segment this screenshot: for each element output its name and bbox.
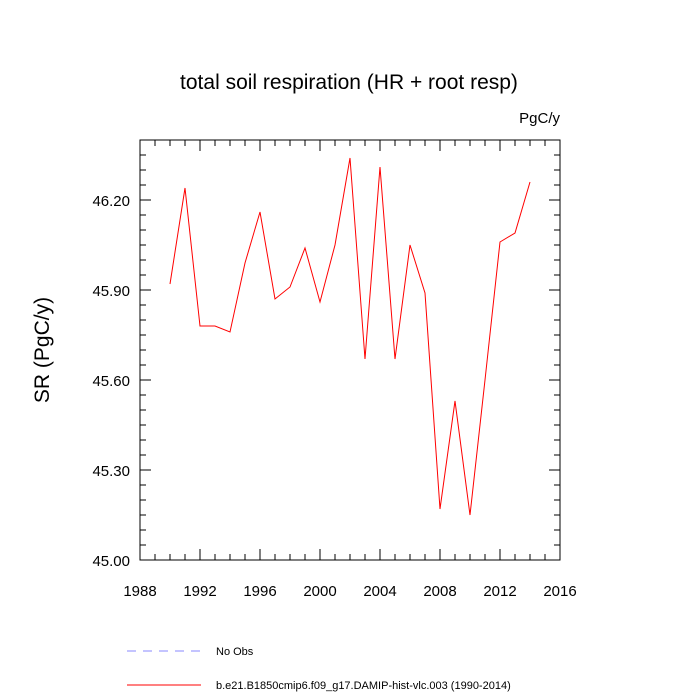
series-layer — [169, 157, 531, 516]
x-tick-label: 2016 — [543, 583, 576, 600]
chart-title: total soil respiration (HR + root resp) — [180, 71, 518, 94]
legend-label-obs: No Obs — [216, 646, 254, 658]
x-tick-label: 2008 — [423, 583, 456, 600]
x-tick-label: 1988 — [123, 583, 156, 600]
legend: No Obs b.e21.B1850cmip6.f09_g17.DAMIP-hi… — [127, 646, 511, 692]
legend-label-model: b.e21.B1850cmip6.f09_g17.DAMIP-hist-vlc.… — [216, 680, 511, 692]
series-line — [169, 157, 531, 516]
x-tick-label: 1992 — [183, 583, 216, 600]
x-tick-label: 2004 — [363, 583, 396, 600]
y-tick-label: 45.60 — [92, 373, 130, 390]
y-tick-label: 45.00 — [92, 553, 130, 570]
y-tick-label: 46.20 — [92, 193, 130, 210]
axis-ticks: 1988 1992 1996 2000 2004 2008 2012 2016 45.00 45.… — [92, 139, 577, 600]
plot-frame — [139, 139, 561, 561]
y-axis-label: SR (PgC/y) — [31, 297, 54, 403]
units-label: PgC/y — [519, 110, 560, 127]
y-tick-label: 45.90 — [92, 283, 130, 300]
x-tick-label: 1996 — [243, 583, 276, 600]
x-tick-label: 2012 — [483, 583, 516, 600]
x-tick-label: 2000 — [303, 583, 336, 600]
y-tick-label: 45.30 — [92, 463, 130, 480]
